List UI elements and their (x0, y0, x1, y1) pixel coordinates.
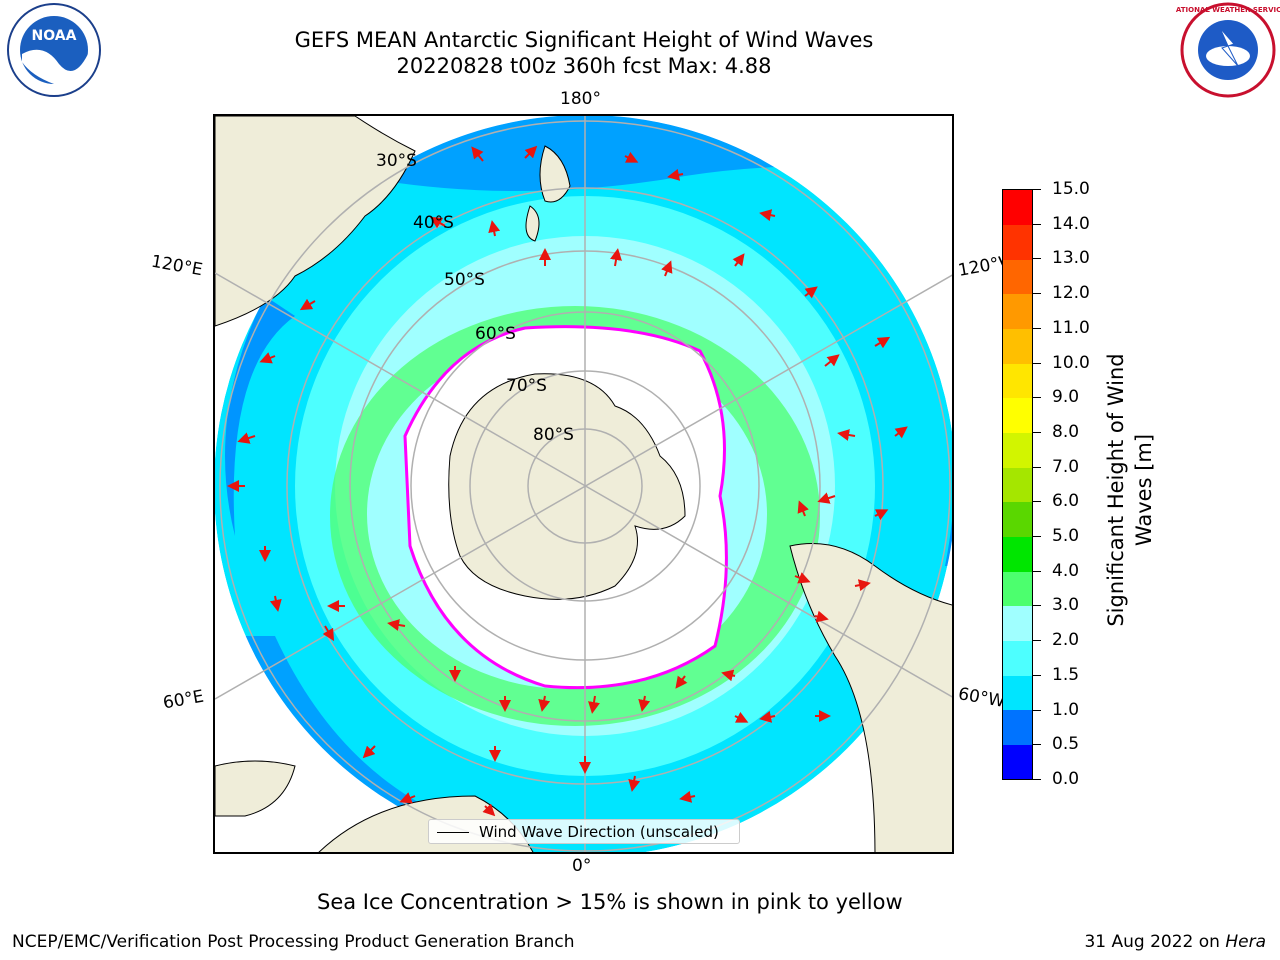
lon-label-0: 0° (572, 856, 592, 876)
legend-line-sample (437, 832, 469, 833)
colorbar-tick-label: 7.0 (1052, 456, 1080, 477)
chart-title: GEFS MEAN Antarctic Significant Height o… (294, 28, 874, 52)
colorbar-segment (1003, 744, 1032, 780)
colorbar (1002, 189, 1033, 780)
colorbar-tick (1033, 293, 1041, 295)
colorbar-tick-label: 9.0 (1052, 387, 1080, 408)
colorbar-tick-label: 0.5 (1052, 734, 1080, 755)
colorbar-segment (1003, 675, 1032, 711)
noaa-logo-text: NOAA (32, 28, 77, 44)
lat-label-70s: 70°S (506, 376, 547, 396)
lon-label-180: 180° (560, 89, 601, 109)
colorbar-tick (1033, 570, 1041, 572)
colorbar-label-box: Significant Height of Wind Waves [m] (1102, 340, 1160, 640)
colorbar-segment (1003, 467, 1032, 503)
lat-label-40s: 40°S (413, 213, 454, 233)
colorbar-segment (1003, 501, 1032, 537)
colorbar-segment (1003, 259, 1032, 295)
lon-label-60w: 60°W (956, 684, 1007, 712)
map-legend: Wind Wave Direction (unscaled) (428, 819, 740, 844)
nws-logo: NATIONAL WEATHER SERVICE (1176, 2, 1280, 98)
colorbar-segment (1003, 190, 1032, 226)
colorbar-segment (1003, 328, 1032, 364)
lat-label-60s: 60°S (475, 324, 516, 344)
colorbar-segment (1003, 640, 1032, 676)
colorbar-label: Significant Height of Wind Waves [m] (1104, 353, 1156, 627)
colorbar-tick-label: 11.0 (1052, 317, 1090, 338)
colorbar-segment (1003, 709, 1032, 745)
colorbar-tick-label: 8.0 (1052, 421, 1080, 442)
colorbar-tick-label: 12.0 (1052, 283, 1090, 304)
colorbar-tick (1033, 640, 1041, 642)
lon-label-120e: 120°E (149, 251, 205, 281)
map-panel[interactable] (213, 114, 954, 854)
colorbar-segment (1003, 605, 1032, 641)
colorbar-tick (1033, 536, 1041, 538)
noaa-logo: NOAA (7, 3, 101, 97)
run-machine: Hera (1225, 932, 1266, 952)
colorbar-segment (1003, 293, 1032, 330)
colorbar-tick (1033, 258, 1041, 260)
colorbar-tick (1033, 466, 1041, 468)
legend-label: Wind Wave Direction (unscaled) (479, 823, 719, 841)
colorbar-tick-label: 10.0 (1052, 352, 1090, 373)
colorbar-tick-label: 6.0 (1052, 491, 1080, 512)
colorbar-tick (1033, 674, 1041, 676)
colorbar-tick-label: 5.0 (1052, 526, 1080, 547)
colorbar-tick (1033, 779, 1041, 780)
colorbar-segment (1003, 432, 1032, 468)
colorbar-segment (1003, 397, 1032, 434)
colorbar-tick-label: 14.0 (1052, 213, 1090, 234)
colorbar-tick (1033, 605, 1041, 607)
map-canvas (215, 116, 952, 852)
colorbar-tick-label: 13.0 (1052, 248, 1090, 269)
colorbar-tick (1033, 189, 1041, 190)
chart-subtitle: 20220828 t00z 360h fcst Max: 4.88 (396, 54, 772, 78)
colorbar-tick (1033, 397, 1041, 399)
credit-line: NCEP/EMC/Verification Post Processing Pr… (12, 932, 575, 952)
colorbar-tick-label: 1.0 (1052, 699, 1080, 720)
colorbar-tick-label: 15.0 (1052, 179, 1090, 199)
run-date-text: 31 Aug 2022 on (1084, 932, 1220, 952)
colorbar-tick-label: 0.0 (1052, 769, 1080, 789)
graticule (215, 116, 952, 852)
colorbar-tick (1033, 431, 1041, 433)
colorbar-segment (1003, 224, 1032, 260)
lat-label-80s: 80°S (533, 425, 574, 445)
lon-label-60e: 60°E (161, 686, 206, 714)
south-america-landmass (789, 543, 952, 852)
new-zealand-landmass (525, 145, 571, 242)
colorbar-tick-label: 1.5 (1052, 664, 1080, 685)
nws-logo-text: NATIONAL WEATHER SERVICE (1176, 6, 1280, 14)
sea-ice-note: Sea Ice Concentration > 15% is shown in … (317, 890, 903, 914)
run-date: 31 Aug 2022 on Hera (1084, 932, 1266, 952)
lat-label-30s: 30°S (376, 151, 417, 171)
colorbar-tick (1033, 223, 1041, 225)
colorbar-tick-label: 2.0 (1052, 630, 1080, 651)
colorbar-tick (1033, 744, 1041, 746)
colorbar-tick (1033, 709, 1041, 711)
colorbar-segment (1003, 536, 1032, 572)
colorbar-tick (1033, 327, 1041, 329)
colorbar-segment (1003, 363, 1032, 399)
colorbar-tick (1033, 501, 1041, 503)
colorbar-tick-label: 4.0 (1052, 560, 1080, 581)
lat-label-50s: 50°S (444, 270, 485, 290)
australia-landmass (215, 116, 416, 327)
colorbar-tick (1033, 362, 1041, 364)
colorbar-tick-label: 3.0 (1052, 595, 1080, 616)
antarctica-landmass (448, 373, 686, 600)
wind-wave-arrows (227, 145, 908, 817)
colorbar-segment (1003, 571, 1032, 607)
